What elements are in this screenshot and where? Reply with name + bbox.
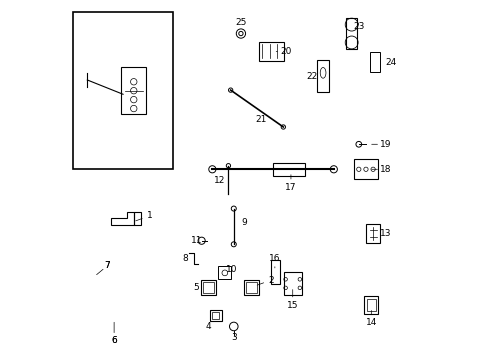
- Bar: [121, 67, 146, 114]
- Bar: [369, 52, 379, 72]
- Bar: [283, 272, 301, 295]
- Text: 6: 6: [111, 336, 117, 345]
- Bar: [246, 282, 257, 293]
- Bar: [271, 260, 280, 284]
- Text: 13: 13: [379, 229, 390, 238]
- Text: 17: 17: [285, 183, 296, 192]
- Bar: [258, 41, 283, 61]
- Text: 2: 2: [268, 275, 274, 284]
- Text: 8: 8: [183, 254, 188, 263]
- Text: 4: 4: [205, 322, 211, 331]
- Bar: [201, 280, 216, 295]
- Text: 24: 24: [385, 58, 396, 67]
- Text: 23: 23: [352, 22, 364, 31]
- Bar: [354, 159, 377, 179]
- Bar: [345, 18, 357, 49]
- Bar: [212, 312, 219, 319]
- Bar: [365, 224, 380, 243]
- Text: 12: 12: [213, 176, 224, 185]
- Text: 10: 10: [226, 265, 237, 274]
- Bar: [134, 212, 141, 225]
- Bar: [272, 163, 305, 176]
- Text: 21: 21: [254, 115, 266, 124]
- Bar: [210, 310, 221, 321]
- Text: 11: 11: [190, 236, 202, 245]
- Text: 14: 14: [365, 318, 376, 327]
- Text: 9: 9: [241, 219, 247, 228]
- Text: 6: 6: [111, 336, 117, 345]
- Text: 25: 25: [235, 18, 246, 27]
- Bar: [317, 60, 328, 93]
- Bar: [364, 296, 378, 314]
- Bar: [218, 266, 231, 279]
- Bar: [366, 299, 375, 311]
- Text: 22: 22: [306, 72, 317, 81]
- Text: 3: 3: [230, 333, 236, 342]
- Text: 16: 16: [268, 254, 280, 263]
- Bar: [203, 282, 214, 293]
- Text: 15: 15: [286, 301, 298, 310]
- Text: 7: 7: [104, 261, 110, 270]
- Text: 18: 18: [379, 165, 390, 174]
- Text: 19: 19: [379, 140, 390, 149]
- Bar: [244, 280, 259, 295]
- Text: 20: 20: [279, 47, 291, 56]
- Text: 7: 7: [104, 261, 110, 270]
- Text: 1: 1: [147, 211, 152, 220]
- Text: 5: 5: [193, 283, 199, 292]
- Bar: [73, 12, 173, 169]
